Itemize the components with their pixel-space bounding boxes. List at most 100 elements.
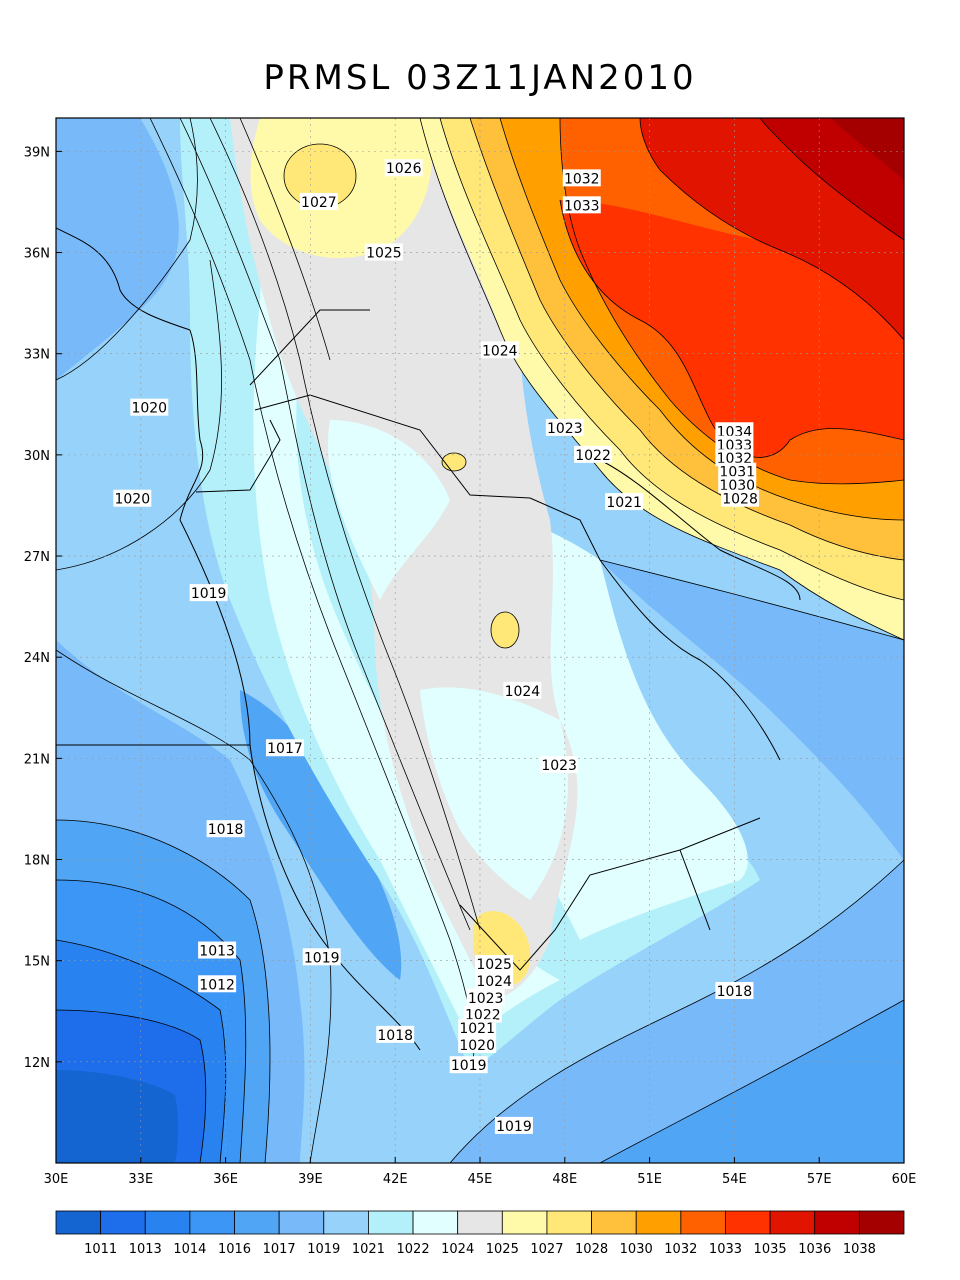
contour-label: 1019 [302,948,341,966]
svg-text:1020: 1020 [114,492,150,508]
se-band-2 [600,1000,904,1163]
contour-label: 1027 [299,192,338,211]
contour-label: 1033 [562,196,601,214]
colorbar-label: 1017 [263,1242,296,1257]
colorbar-label: 1027 [530,1242,563,1257]
colorbar-label: 1024 [441,1242,474,1257]
colorbar-swatch [814,1210,860,1235]
svg-text:1022: 1022 [575,448,611,464]
svg-text:1019: 1019 [496,1119,532,1135]
svg-text:1012: 1012 [199,977,235,993]
contour-label: 1026 [384,159,423,177]
svg-text:1019: 1019 [191,586,227,602]
colorbar-swatch [234,1210,280,1235]
colorbar-label: 1028 [575,1242,608,1257]
contour-label: 1019 [494,1116,533,1135]
colorbar-swatch [680,1210,726,1235]
sw-core-2 [56,1070,179,1163]
svg-text:1024: 1024 [482,343,518,359]
contour-label: 1023 [540,756,579,774]
contour-label: 1021 [458,1019,497,1037]
colorbar-swatch [412,1210,459,1235]
svg-text:1020: 1020 [459,1038,495,1054]
isobars [56,118,904,1163]
y-tick-label: 18N [24,854,50,869]
svg-text:1026: 1026 [386,161,422,177]
colorbar-label: 1019 [307,1242,340,1257]
contour-label: 1018 [376,1025,415,1044]
colorbar-label: 1016 [218,1242,251,1257]
colorbar-label: 1022 [397,1242,430,1257]
svg-text:1013: 1013 [199,944,235,960]
colorbar-label: 1035 [754,1242,787,1257]
y-tick-label: 12N [24,1056,50,1071]
y-tick-label: 24N [24,651,50,666]
contour-label: 1024 [475,971,514,990]
colorbar-swatch [368,1210,414,1235]
svg-text:1021: 1021 [606,495,642,511]
x-tick-label: 51E [637,1172,662,1187]
ne-1039 [830,118,904,180]
colorbar-swatch [858,1210,905,1235]
svg-text:1018: 1018 [717,984,753,1000]
x-tick-label: 30E [44,1172,69,1187]
svg-text:1021: 1021 [459,1021,495,1037]
svg-text:1024: 1024 [476,974,512,990]
colorbar-label: 1032 [664,1242,697,1257]
colorbar-swatch [457,1210,503,1235]
colorbar-label: 1030 [620,1242,653,1257]
y-tick-label: 33N [24,348,50,363]
map-title: PRMSL 03Z11JAN2010 [263,58,697,98]
contour-label: 1023 [466,988,505,1007]
svg-text:1032: 1032 [564,171,600,187]
contour-label: 1021 [605,493,644,511]
svg-text:1028: 1028 [722,492,758,508]
svg-text:1017: 1017 [267,741,303,757]
contour-label: 1025 [364,243,403,262]
contour-label: 1028 [721,489,760,508]
x-tick-label: 54E [722,1172,747,1187]
contour-label: 1012 [198,975,237,993]
x-tick-label: 39E [298,1172,323,1187]
ne-1035 [560,200,904,458]
contour-label: 1017 [265,739,304,757]
colorbar-label: 1036 [798,1242,831,1257]
x-tick-label: 33E [128,1172,153,1187]
svg-text:1019: 1019 [451,1058,487,1074]
colorbar-label: 1014 [173,1242,206,1257]
colorbar-label: 1033 [709,1242,742,1257]
red-sea-low [240,690,402,980]
colorbar-swatch [769,1210,816,1235]
svg-text:1024: 1024 [505,684,541,700]
svg-text:1025: 1025 [476,957,512,973]
contour-label: 1018 [715,982,754,1000]
west-band [56,118,179,380]
contour-label: 1020 [458,1035,497,1054]
colorbar-label: 1021 [352,1242,385,1257]
e-band [600,560,904,860]
x-tick-label: 48E [552,1172,577,1187]
colorbar-swatch [591,1210,637,1235]
colorbar-label: 1011 [84,1242,117,1257]
svg-text:1023: 1023 [468,991,504,1007]
contour-label: 1013 [198,941,237,960]
svg-text:1025: 1025 [366,246,402,262]
colorbar-label: 1025 [486,1242,519,1257]
contour-label: 1022 [574,445,613,464]
contour-label: 1025 [475,955,514,973]
contour-labels: 1027102610251032103310241020102310221034… [113,159,760,1135]
colorbar-swatch [278,1210,325,1235]
contour-label: 1020 [113,489,152,508]
y-tick-label: 30N [24,449,50,464]
svg-text:1023: 1023 [547,421,583,437]
svg-text:1018: 1018 [377,1028,413,1044]
yellow-cell-1 [491,612,519,648]
colorbar: 1011 1013 1014 1016 1017 1019 1021 1022 1024 1025… [55,1210,905,1257]
contour-label: 1023 [545,418,584,437]
contour-label: 1020 [130,398,169,417]
y-tick-label: 21N [24,752,50,767]
colorbar-swatch [323,1210,369,1235]
svg-text:1033: 1033 [564,198,600,214]
svg-text:1020: 1020 [131,401,167,417]
